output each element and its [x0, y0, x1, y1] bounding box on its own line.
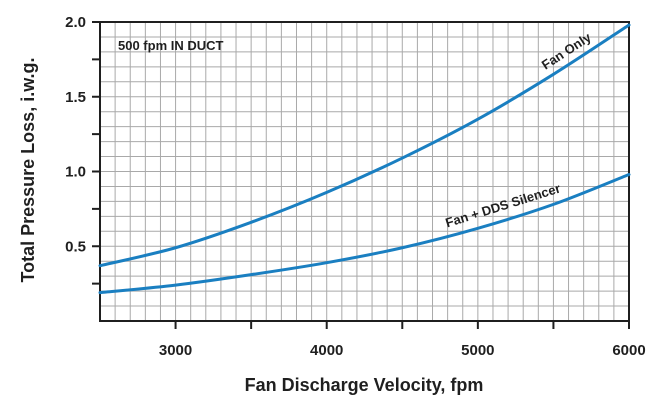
y-tick-label: 2.0 — [65, 14, 86, 31]
x-tick-label: 3000 — [159, 342, 192, 359]
chart-series — [98, 23, 631, 295]
x-tick-label: 4000 — [310, 342, 343, 359]
y-tick-label: 0.5 — [65, 238, 86, 255]
series-line-fan-only — [98, 23, 631, 268]
curve-label-fan-dds-silencer: Fan + DDS Silencer — [444, 181, 563, 231]
y-tick-label: 1.5 — [65, 89, 86, 106]
series-line-fan-dds-silencer — [98, 172, 631, 295]
duct-velocity-annotation: 500 fpm IN DUCT — [118, 38, 224, 53]
x-tick-label: 6000 — [612, 342, 645, 359]
chart-axes: 3000 4000 5000 6000 0.5 1.0 1.5 2.0 — [65, 14, 646, 359]
x-axis-title: Fan Discharge Velocity, fpm — [245, 375, 484, 395]
y-tick-label: 1.0 — [65, 164, 86, 181]
x-tick-label: 5000 — [461, 342, 494, 359]
y-axis-title: Total Pressure Loss, i.w.g. — [18, 57, 38, 282]
chart-grid — [100, 22, 629, 321]
